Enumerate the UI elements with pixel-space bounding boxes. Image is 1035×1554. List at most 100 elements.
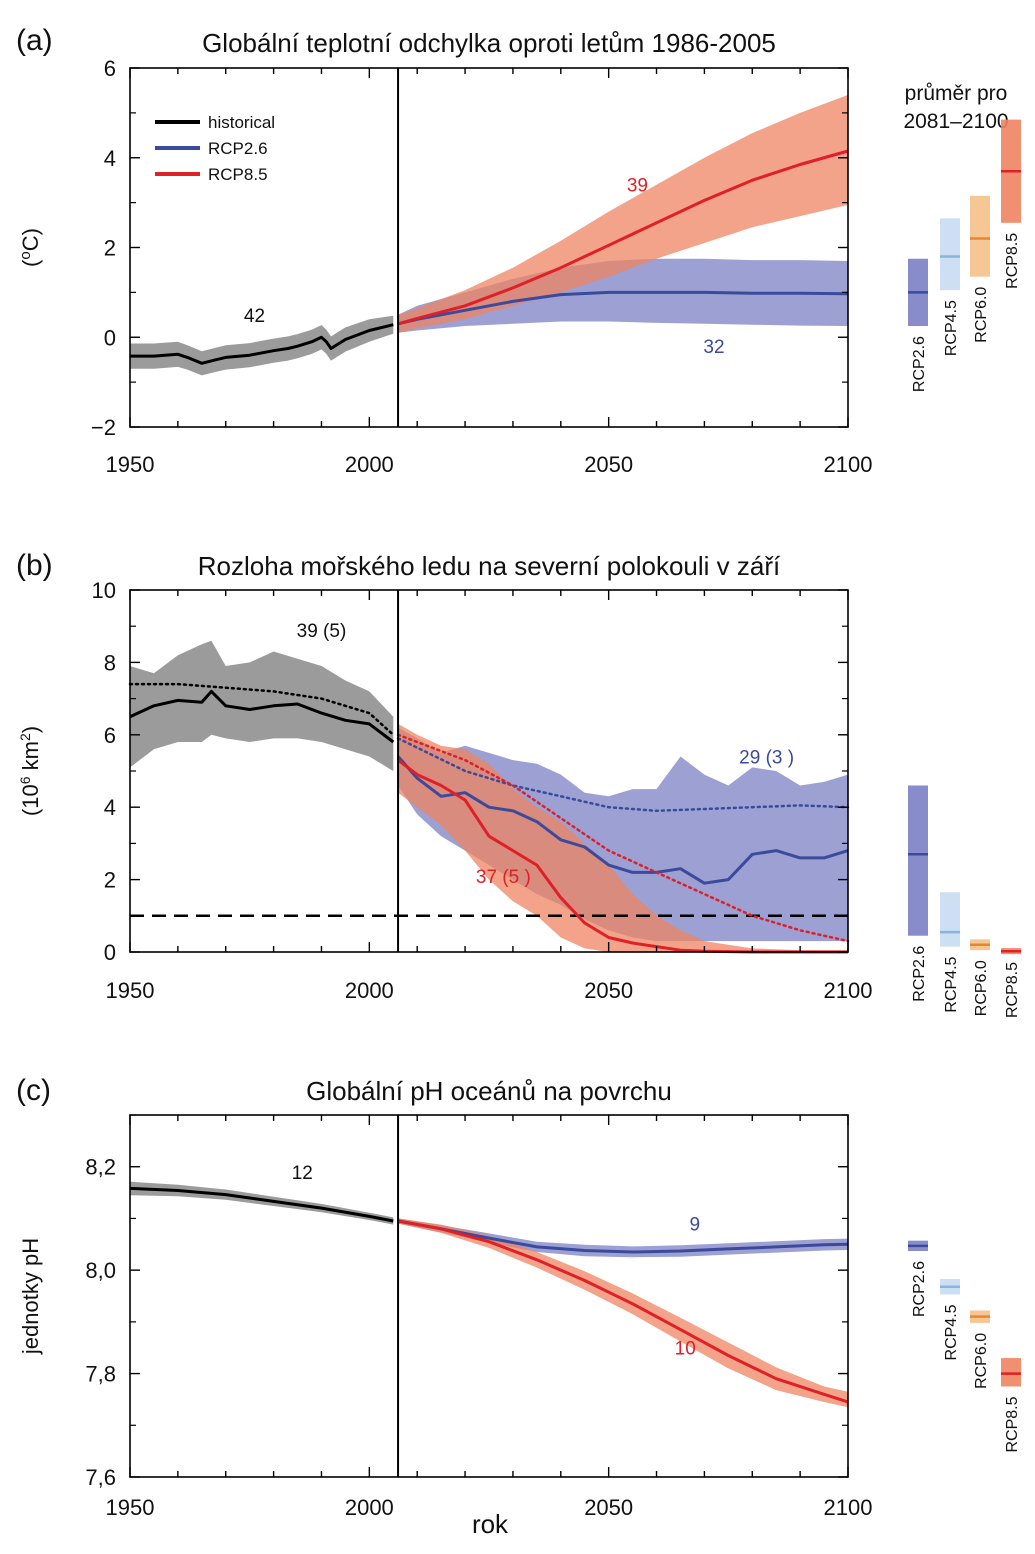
plot-frame	[129, 1114, 849, 1478]
model-count-label: 9	[690, 1215, 701, 1236]
x-axis-label: rok	[472, 1509, 509, 1539]
band-historical	[130, 640, 394, 771]
side-bars: RCP2.6 RCP4.5 RCP6.0 RCP8.5	[908, 119, 1021, 392]
x-tick-label: 1950	[106, 1495, 155, 1520]
side-bars: RCP2.6 RCP4.5 RCP6.0 RCP8.5	[908, 1240, 1021, 1453]
x-tick-label: 2000	[345, 1495, 394, 1520]
y-axis-label-close: )	[18, 726, 43, 733]
x-tick-label: 2100	[824, 978, 873, 1003]
series-line-rcp26	[397, 1219, 849, 1254]
y-tick-label: 8,2	[85, 1155, 116, 1180]
y-tick-label: 6	[104, 56, 116, 81]
x-tick-label: 2050	[584, 978, 633, 1003]
bar-range-rcp85	[1001, 1358, 1021, 1387]
bar-label-rcp60: RCP6.0	[973, 1333, 990, 1389]
legend-label: RCP8.5	[208, 165, 268, 184]
side-title-line-1: průměr pro	[905, 82, 1008, 105]
side-bars: RCP2.6 RCP4.5 RCP6.0 RCP8.5	[908, 785, 1021, 1018]
model-count-label: 42	[244, 306, 265, 327]
side-title-line-2: 2081–2100	[903, 110, 1008, 133]
bar-range-rcp45	[940, 218, 960, 291]
y-tick-label: 0	[104, 940, 116, 965]
series-line-rcp85-dotted	[396, 733, 850, 943]
panel-c: (c) Globální pH oceánů na povrchu jednotky…	[16, 1074, 1021, 1520]
bar-label-rcp60: RCP6.0	[973, 287, 990, 343]
series-line-rcp26	[396, 755, 849, 885]
y-tick-label: 8,0	[85, 1258, 116, 1283]
series-line-historical	[129, 1186, 394, 1223]
bar-label-rcp26: RCP2.6	[911, 1261, 928, 1317]
band-rcp85	[398, 94, 848, 333]
x-tick-label: 2000	[345, 978, 394, 1003]
panel-letter: (a)	[16, 24, 53, 57]
y-tick-label: 8	[104, 650, 116, 675]
panel-a: (a) Globální teplotní odchylka oproti let…	[16, 24, 1021, 477]
model-count-label: 37 (5 )	[476, 867, 531, 888]
band-rcp26	[398, 727, 848, 942]
y-tick-label: 2	[104, 868, 116, 893]
model-count-label: 39 (5)	[297, 621, 347, 642]
y-tick-label: 4	[104, 795, 116, 820]
legend-label: RCP2.6	[208, 139, 268, 158]
x-tick-label: 2100	[824, 452, 873, 477]
y-tick-label: 0	[104, 325, 116, 350]
y-tick-label: 6	[104, 723, 116, 748]
bar-label-rcp85: RCP8.5	[1004, 233, 1021, 289]
series-line-rcp85	[397, 149, 849, 326]
panel-letter: (c)	[16, 1074, 51, 1107]
bar-label-rcp45: RCP4.5	[943, 300, 960, 356]
bar-label-rcp60: RCP6.0	[973, 960, 990, 1016]
panel-letter: (b)	[16, 549, 53, 582]
bar-label-rcp26: RCP2.6	[911, 946, 928, 1002]
series-line-historical-dotted	[128, 682, 395, 737]
bar-label-rcp45: RCP4.5	[943, 956, 960, 1012]
y-tick-label: 2	[104, 236, 116, 261]
series-line-rcp26-dotted	[396, 737, 850, 813]
bar-label-rcp45: RCP4.5	[943, 1304, 960, 1360]
y-tick-label: 10	[92, 578, 116, 603]
y-tick-label: 7,8	[85, 1362, 116, 1387]
y-axis-label: jednotky pH	[18, 1238, 43, 1355]
panel-b: (b) Rozloha mořského ledu na severní polo…	[16, 549, 1021, 1018]
panels: (a) Globální teplotní odchylka oproti let…	[16, 24, 1021, 1520]
model-count-label: 32	[703, 337, 724, 358]
panel-title: Globální teplotní odchylka oproti letům …	[202, 28, 776, 58]
bar-range-rcp26	[908, 785, 928, 936]
series-line-historical	[129, 689, 395, 744]
y-tick-label: 4	[104, 146, 116, 171]
band-rcp85	[398, 723, 848, 952]
legend-label: historical	[208, 113, 275, 132]
bar-range-rcp45	[940, 892, 960, 947]
y-tick-label: 7,6	[85, 1465, 116, 1490]
band-historical	[130, 1181, 394, 1225]
y-axis-label-superscript: o	[17, 251, 34, 259]
x-tick-label: 2100	[824, 1495, 873, 1520]
y-axis-label: (oC)	[17, 228, 43, 267]
x-tick-label: 2000	[345, 452, 394, 477]
model-count-label: 12	[292, 1163, 313, 1184]
y-axis-label-exponent: 2	[17, 733, 33, 741]
bar-label-rcp26: RCP2.6	[911, 336, 928, 392]
band-rcp26	[398, 258, 848, 333]
y-tick-label: −2	[91, 415, 116, 440]
legend: historical RCP2.6 RCP8.5	[155, 113, 275, 184]
x-tick-label: 1950	[106, 978, 155, 1003]
x-tick-label: 1950	[106, 452, 155, 477]
panel-title: Rozloha mořského ledu na severní polokou…	[198, 551, 781, 581]
series-line-historical	[130, 323, 394, 365]
model-count-label: 39	[627, 176, 648, 197]
y-axis-label-unit: km	[18, 741, 43, 776]
series-line-rcp85	[397, 1219, 849, 1404]
y-axis-label: (106 km2)	[17, 726, 43, 816]
series-line-rcp26	[397, 290, 849, 326]
bar-label-rcp85: RCP8.5	[1004, 1396, 1021, 1452]
y-axis-label-unit: C)	[18, 228, 43, 251]
x-tick-label: 2050	[584, 452, 633, 477]
panel-title: Globální pH oceánů na povrchu	[306, 1076, 672, 1106]
bar-range-rcp60	[970, 195, 990, 277]
bar-label-rcp85: RCP8.5	[1004, 962, 1021, 1018]
model-count-label: 29 (3 )	[739, 748, 794, 769]
y-axis-label-exponent: 6	[17, 776, 33, 784]
x-tick-label: 2050	[584, 1495, 633, 1520]
